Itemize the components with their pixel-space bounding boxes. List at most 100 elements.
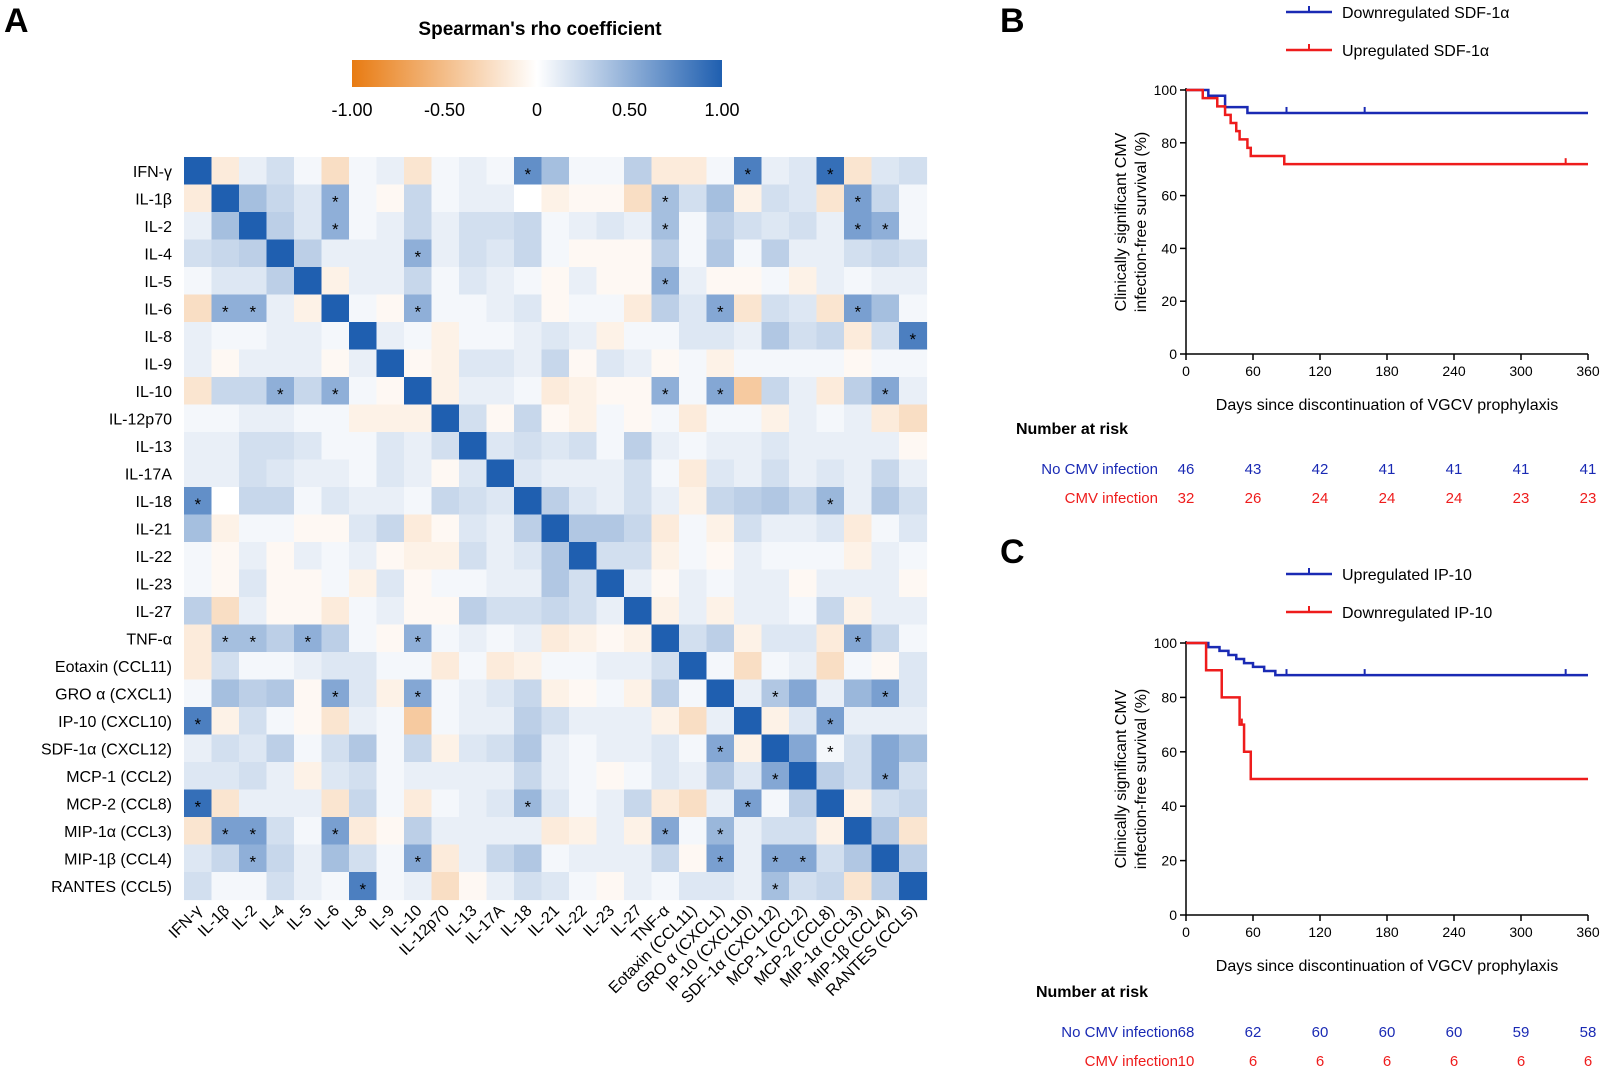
colorbar-tick-label: 0 — [532, 100, 542, 120]
heatmap-cell — [376, 817, 405, 846]
survival-panel-c: Upregulated IP-10 Downregulated IP-10 0 20 4… — [1036, 567, 1600, 1070]
heatmap-cell — [349, 734, 378, 763]
heatmap-cell — [321, 487, 350, 516]
heatmap-cell — [184, 294, 213, 323]
heatmap-cell — [706, 322, 735, 351]
x-tick-label: 180 — [1375, 363, 1399, 379]
significance-star: * — [717, 742, 724, 761]
heatmap-cell — [541, 597, 570, 626]
heatmap-cell — [431, 487, 460, 516]
heatmap-cell — [459, 212, 488, 241]
legend-label: Downregulated IP-10 — [1342, 605, 1492, 622]
heatmap-cell — [871, 487, 900, 516]
heatmap-cell — [211, 432, 240, 461]
heatmap-cell — [514, 432, 543, 461]
heatmap-cell — [541, 624, 570, 653]
y-axis-title: infection-free survival (%) — [1133, 132, 1150, 313]
risk-value: 10 — [1178, 1053, 1195, 1070]
heatmap-cell — [349, 267, 378, 296]
heatmap-cell — [431, 569, 460, 598]
heatmap-cell — [816, 459, 845, 488]
heatmap-cell — [624, 679, 653, 708]
legend-label: Upregulated IP-10 — [1342, 567, 1472, 584]
risk-value: 60 — [1446, 1024, 1463, 1041]
heatmap-cell — [404, 597, 433, 626]
heatmap-cell — [596, 322, 625, 351]
heatmap-cell — [541, 844, 570, 873]
heatmap-cell — [486, 267, 515, 296]
heatmap-cell — [514, 267, 543, 296]
heatmap-row-label: IL-21 — [136, 521, 173, 538]
heatmap-cell — [459, 459, 488, 488]
heatmap-cell — [239, 322, 268, 351]
heatmap-cell — [541, 734, 570, 763]
heatmap-cell — [844, 844, 873, 873]
heatmap-cell — [376, 624, 405, 653]
heatmap-cell — [734, 762, 763, 791]
heatmap-cell — [376, 514, 405, 543]
heatmap-cell — [376, 734, 405, 763]
heatmap-cell — [871, 762, 900, 791]
heatmap-cell — [294, 597, 323, 626]
heatmap-row-label: IFN-γ — [133, 164, 172, 181]
heatmap-cell — [239, 597, 268, 626]
heatmap-cell — [541, 377, 570, 406]
heatmap-cell — [404, 404, 433, 433]
heatmap-cell — [624, 817, 653, 846]
y-tick-label: 20 — [1161, 853, 1177, 869]
heatmap-cell — [486, 679, 515, 708]
heatmap-cell — [651, 872, 680, 901]
heatmap-cell — [761, 679, 790, 708]
heatmap-cell — [486, 872, 515, 901]
heatmap-cell — [349, 184, 378, 213]
heatmap-cell — [761, 844, 790, 873]
heatmap-cell — [376, 762, 405, 791]
heatmap-cell — [651, 624, 680, 653]
panel-label-a: A — [4, 2, 29, 40]
heatmap-cell — [349, 597, 378, 626]
heatmap-cell — [431, 844, 460, 873]
significance-star: * — [332, 385, 339, 404]
heatmap-cell — [734, 542, 763, 571]
heatmap-cell — [899, 349, 928, 378]
heatmap-cell — [624, 212, 653, 241]
heatmap-cell — [459, 652, 488, 681]
heatmap-cell — [596, 404, 625, 433]
heatmap-cell — [789, 377, 818, 406]
heatmap-cell — [761, 872, 790, 901]
heatmap-cell — [239, 707, 268, 736]
heatmap-cell — [321, 789, 350, 818]
heatmap-cell — [541, 707, 570, 736]
panel-label-c: C — [1000, 533, 1025, 571]
heatmap-row-label: IL-9 — [144, 356, 172, 373]
heatmap-cell — [239, 377, 268, 406]
heatmap-cell — [541, 514, 570, 543]
heatmap-cell — [871, 432, 900, 461]
heatmap-cell — [541, 872, 570, 901]
heatmap-cell — [239, 844, 268, 873]
heatmap-cell — [789, 267, 818, 296]
heatmap-cell — [651, 432, 680, 461]
heatmap-cell — [789, 734, 818, 763]
heatmap-cell — [294, 652, 323, 681]
heatmap-cell — [321, 624, 350, 653]
heatmap-cell — [596, 707, 625, 736]
heatmap-cell — [294, 157, 323, 186]
risk-value: 6 — [1450, 1053, 1458, 1070]
y-tick-label: 20 — [1161, 293, 1177, 309]
heatmap-cell — [211, 872, 240, 901]
heatmap-cell — [844, 487, 873, 516]
heatmap-cell — [596, 349, 625, 378]
heatmap-cell — [844, 212, 873, 241]
heatmap-cell — [211, 184, 240, 213]
heatmap-cell — [706, 652, 735, 681]
heatmap-cell — [596, 652, 625, 681]
heatmap-cell — [596, 267, 625, 296]
heatmap-cell — [761, 459, 790, 488]
heatmap-cell — [459, 514, 488, 543]
risk-value: 32 — [1178, 490, 1195, 507]
significance-star: * — [882, 770, 889, 789]
heatmap-row-label: IL-27 — [136, 604, 173, 621]
heatmap-row-label: MIP-1β (CCL4) — [64, 851, 172, 868]
heatmap-cell — [651, 597, 680, 626]
